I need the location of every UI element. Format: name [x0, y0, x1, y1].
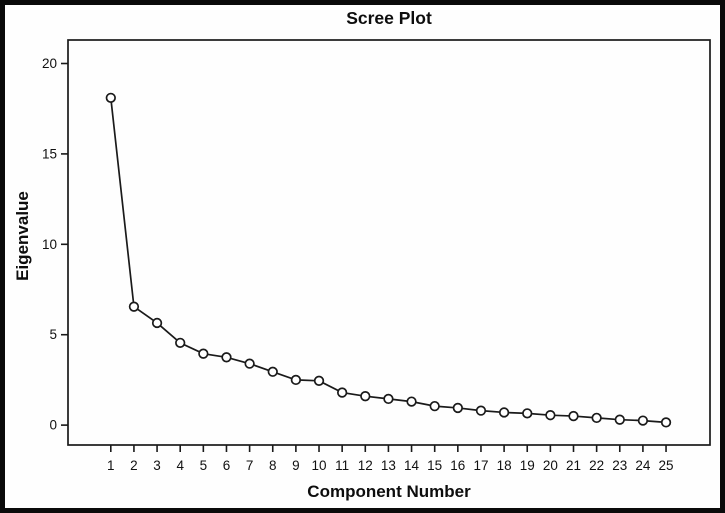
data-point [660, 417, 672, 428]
y-tick-label: 10 [42, 237, 57, 252]
x-tick-label: 3 [153, 458, 161, 473]
x-tick-label: 9 [292, 458, 300, 473]
plot-canvas: Scree Plot Eigenvalue Component Number 0… [13, 8, 711, 501]
x-tick-label: 18 [497, 458, 512, 473]
x-tick-label: 16 [450, 458, 465, 473]
data-point [383, 393, 394, 405]
data-point [151, 317, 163, 329]
data-point [522, 408, 533, 419]
x-tick-label: 13 [381, 458, 396, 473]
data-point [452, 402, 463, 414]
x-tick-label: 2 [130, 458, 138, 473]
data-point [128, 301, 140, 312]
x-tick-label: 8 [269, 458, 277, 473]
x-tick-label: 25 [659, 458, 674, 473]
data-point [290, 374, 302, 386]
x-axis-label: Component Number [307, 482, 471, 501]
data-point [568, 410, 579, 422]
data-point [360, 391, 371, 402]
x-tick-label: 17 [473, 458, 488, 473]
data-point [475, 405, 487, 416]
data-point [175, 337, 186, 348]
x-tick-label: 22 [589, 458, 604, 473]
x-tick-label: 14 [404, 458, 420, 473]
x-tick-label: 19 [520, 458, 535, 473]
x-tick-label: 4 [176, 458, 184, 473]
data-point [614, 414, 625, 425]
x-tick-label: 21 [566, 458, 581, 473]
x-tick-label: 7 [246, 458, 254, 473]
data-point [313, 375, 325, 386]
data-point [429, 400, 440, 412]
x-tick-label: 15 [427, 458, 442, 473]
x-tick-label: 6 [223, 458, 231, 473]
data-point [591, 412, 602, 424]
x-tick-label: 5 [200, 458, 208, 473]
x-tick-label: 23 [612, 458, 627, 473]
x-tick-label: 10 [312, 458, 327, 473]
data-point [105, 92, 116, 104]
chart-title: Scree Plot [346, 8, 432, 28]
data-point [498, 407, 510, 418]
data-point [637, 415, 649, 426]
data-point [337, 387, 348, 398]
x-tick-label: 12 [358, 458, 373, 473]
data-point [221, 352, 232, 363]
data-point [545, 410, 556, 421]
plot-frame [67, 39, 711, 446]
x-tick-label: 1 [107, 458, 115, 473]
data-point [267, 366, 278, 377]
data-point [244, 358, 255, 369]
y-tick-label: 20 [42, 56, 57, 71]
y-tick-label: 5 [49, 327, 57, 342]
data-line [109, 97, 667, 424]
x-tick-label: 11 [335, 458, 349, 473]
x-tick-label: 24 [635, 458, 651, 473]
y-axis-label: Eigenvalue [13, 191, 32, 281]
y-tick-label: 15 [42, 146, 57, 161]
data-point [406, 396, 417, 407]
y-tick-label: 0 [49, 418, 57, 433]
data-point [198, 348, 209, 359]
x-tick-label: 20 [543, 458, 558, 473]
